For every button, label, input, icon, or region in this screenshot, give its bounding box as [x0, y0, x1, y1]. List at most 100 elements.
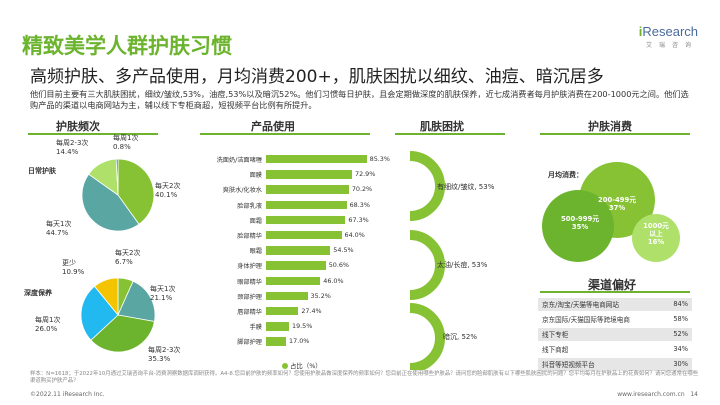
bar-category-label: 面膜 [249, 172, 262, 180]
bar-category-label: 手膜 [249, 324, 262, 332]
deep-label-less: 更少 10.9% [62, 259, 85, 276]
channel-row: 线下商超 34% [542, 345, 688, 355]
logo-subtitle: 艾瑞咨询 [645, 42, 698, 49]
bar [266, 337, 287, 346]
bubble-500-999 [542, 190, 614, 262]
concern-label-oily: 太油/长痘, 53% [437, 261, 488, 269]
bar-value-label: 64.0% [344, 231, 365, 239]
legend-marker [282, 363, 288, 369]
bar-value-label: 54.5% [333, 246, 354, 255]
bar-value-label: 46.0% [323, 276, 344, 285]
bar-category-label: 脚部护理 [237, 339, 262, 347]
bubble-500-999-text: 500-999元 35% [561, 215, 599, 231]
bar [266, 307, 299, 316]
footer-site: www.iresearch.com.cn 14 [617, 391, 698, 398]
pie-deep-slice-2 [90, 314, 155, 353]
bar-value-label: 17.0% [289, 337, 310, 346]
bar-category-label: 脸部精华 [237, 233, 262, 240]
bar-category-label: 爽肤水/化妆水 [222, 187, 262, 195]
bar-category-label: 眼部精华 [237, 278, 262, 286]
deep-label-twice: 每天2次 6.7% [115, 249, 141, 266]
bar [266, 185, 349, 194]
bubble-1000-plus-text: 1000元 以上 16% [643, 222, 669, 246]
channel-row: 京东国际/天猫国际等跨境电商 58% [542, 315, 688, 325]
bar [266, 322, 289, 331]
footnote: 样本：N=1618；于2022年10月通过艾瑞咨询平台-消费洞察数据库调研获得。… [30, 371, 699, 384]
bar [266, 215, 346, 225]
page-subtitle: 高频护肤、多产品使用，月均消费200+，肌肤困扰以细纹、油痘、暗沉居多 [30, 67, 604, 87]
pie-daily-slice-1 [81, 173, 140, 232]
logo-text: Research [642, 24, 698, 39]
daily-label-weekly23: 每周2-3次 14.4% [56, 139, 89, 156]
pie-daily-slice-3 [115, 158, 119, 196]
pie-deep [80, 277, 156, 353]
bar-value-label: 72.9% [355, 170, 376, 179]
pie-deep-slice-3 [80, 285, 119, 341]
concern-arcs [409, 151, 445, 370]
bar-category-label: 颈部护理 [237, 293, 262, 301]
product-usage-chart: 洗面奶/洁面啫喱 85.3% 面膜 72.9% 爽肤水/化妆水 70.2% 脸部乳液 68.3… [200, 155, 400, 355]
concern-arc-dull [409, 303, 445, 370]
bar [266, 261, 326, 270]
logo-i: i [638, 24, 643, 39]
chart-legend: 占比（%） [282, 361, 322, 370]
page-number: 14 [690, 391, 698, 398]
concern-arc-wrinkles [409, 151, 445, 221]
bar [266, 200, 347, 209]
section-frequency-title: 护肤频次 [56, 120, 100, 133]
copyright: ©2022.11 iResearch Inc. [30, 391, 105, 398]
section-frequency-underline [28, 133, 158, 135]
section-spending-title: 护肤消费 [588, 120, 632, 133]
concern-arc-oily [409, 230, 445, 300]
section-products-underline [200, 133, 370, 135]
bar-category-label: 洗面奶/洁面啫喱 [216, 157, 262, 164]
daily-label-weekly1: 每周1次 0.8% [113, 134, 139, 151]
bar-value-label: 85.3% [369, 155, 390, 163]
pie-deep-slice-4 [94, 277, 119, 317]
footer-url: www.iresearch.com.cn [617, 391, 685, 398]
bar [266, 246, 331, 255]
bar [266, 231, 342, 240]
bar [266, 155, 367, 164]
section-concerns-title: 肌肤困扰 [420, 120, 464, 133]
concern-label-dull: 暗沉, 52% [443, 333, 478, 341]
spending-label: 月均消费： [548, 171, 583, 179]
bar [266, 170, 353, 179]
section-concerns-underline [395, 133, 505, 135]
daily-label-twice: 每天2次 40.1% [155, 182, 181, 199]
bar [266, 291, 308, 301]
bubble-200-499-text: 200-499元 37% [598, 196, 636, 212]
bar-category-label: 面霜 [249, 217, 262, 225]
deep-label-weekly23: 每周2-3次 35.3% [148, 346, 181, 363]
bar-category-label: 唇部精华 [237, 309, 262, 316]
pie-daily-slice-0 [117, 158, 155, 225]
bar-value-label: 19.5% [292, 322, 313, 331]
bar-value-label: 27.4% [301, 307, 322, 315]
bar-value-label: 68.3% [349, 200, 370, 209]
page-description: 他们目前主要有三大肌肤困扰，细纹/皱纹,53%，油痘,53%以及暗沉52%。他们… [30, 89, 689, 110]
deep-label-once: 每天1次 21.1% [150, 285, 176, 302]
daily-label-once: 每天1次 44.7% [46, 220, 72, 237]
channel-row: 线下专柜 52% [538, 328, 692, 341]
pie-daily [81, 158, 155, 232]
bar-value-label: 67.3% [348, 215, 369, 224]
bar-category-label: 身体护理 [237, 263, 262, 271]
channel-row: 京东/淘宝/天猫等电商网站 84% [538, 298, 692, 311]
concern-label-wrinkles: 有细纹/皱纹, 53% [437, 183, 495, 191]
logo-wordmark: iResearch [598, 24, 698, 39]
bar-value-label: 35.2% [310, 291, 331, 300]
section-channels-underline [540, 291, 690, 293]
deep-label-weekly1: 每周1次 26.0% [35, 316, 61, 333]
section-spending-underline [540, 133, 690, 135]
daily-care-label: 日常护肤 [28, 167, 56, 175]
frequency-pies [80, 158, 156, 353]
section-products-title: 产品使用 [251, 120, 295, 133]
bar-value-label: 70.2% [351, 185, 373, 194]
bar-value-label: 50.6% [328, 261, 350, 270]
channel-row: 抖音等短视频平台 30% [538, 358, 692, 371]
page-title: 精致美学人群护肤习惯 [22, 34, 232, 58]
bar-category-label: 脸部乳液 [237, 202, 262, 210]
iresearch-logo: iResearch 艾瑞咨询 [598, 24, 698, 49]
bar [266, 276, 321, 285]
pie-deep-slice-1 [117, 280, 156, 322]
